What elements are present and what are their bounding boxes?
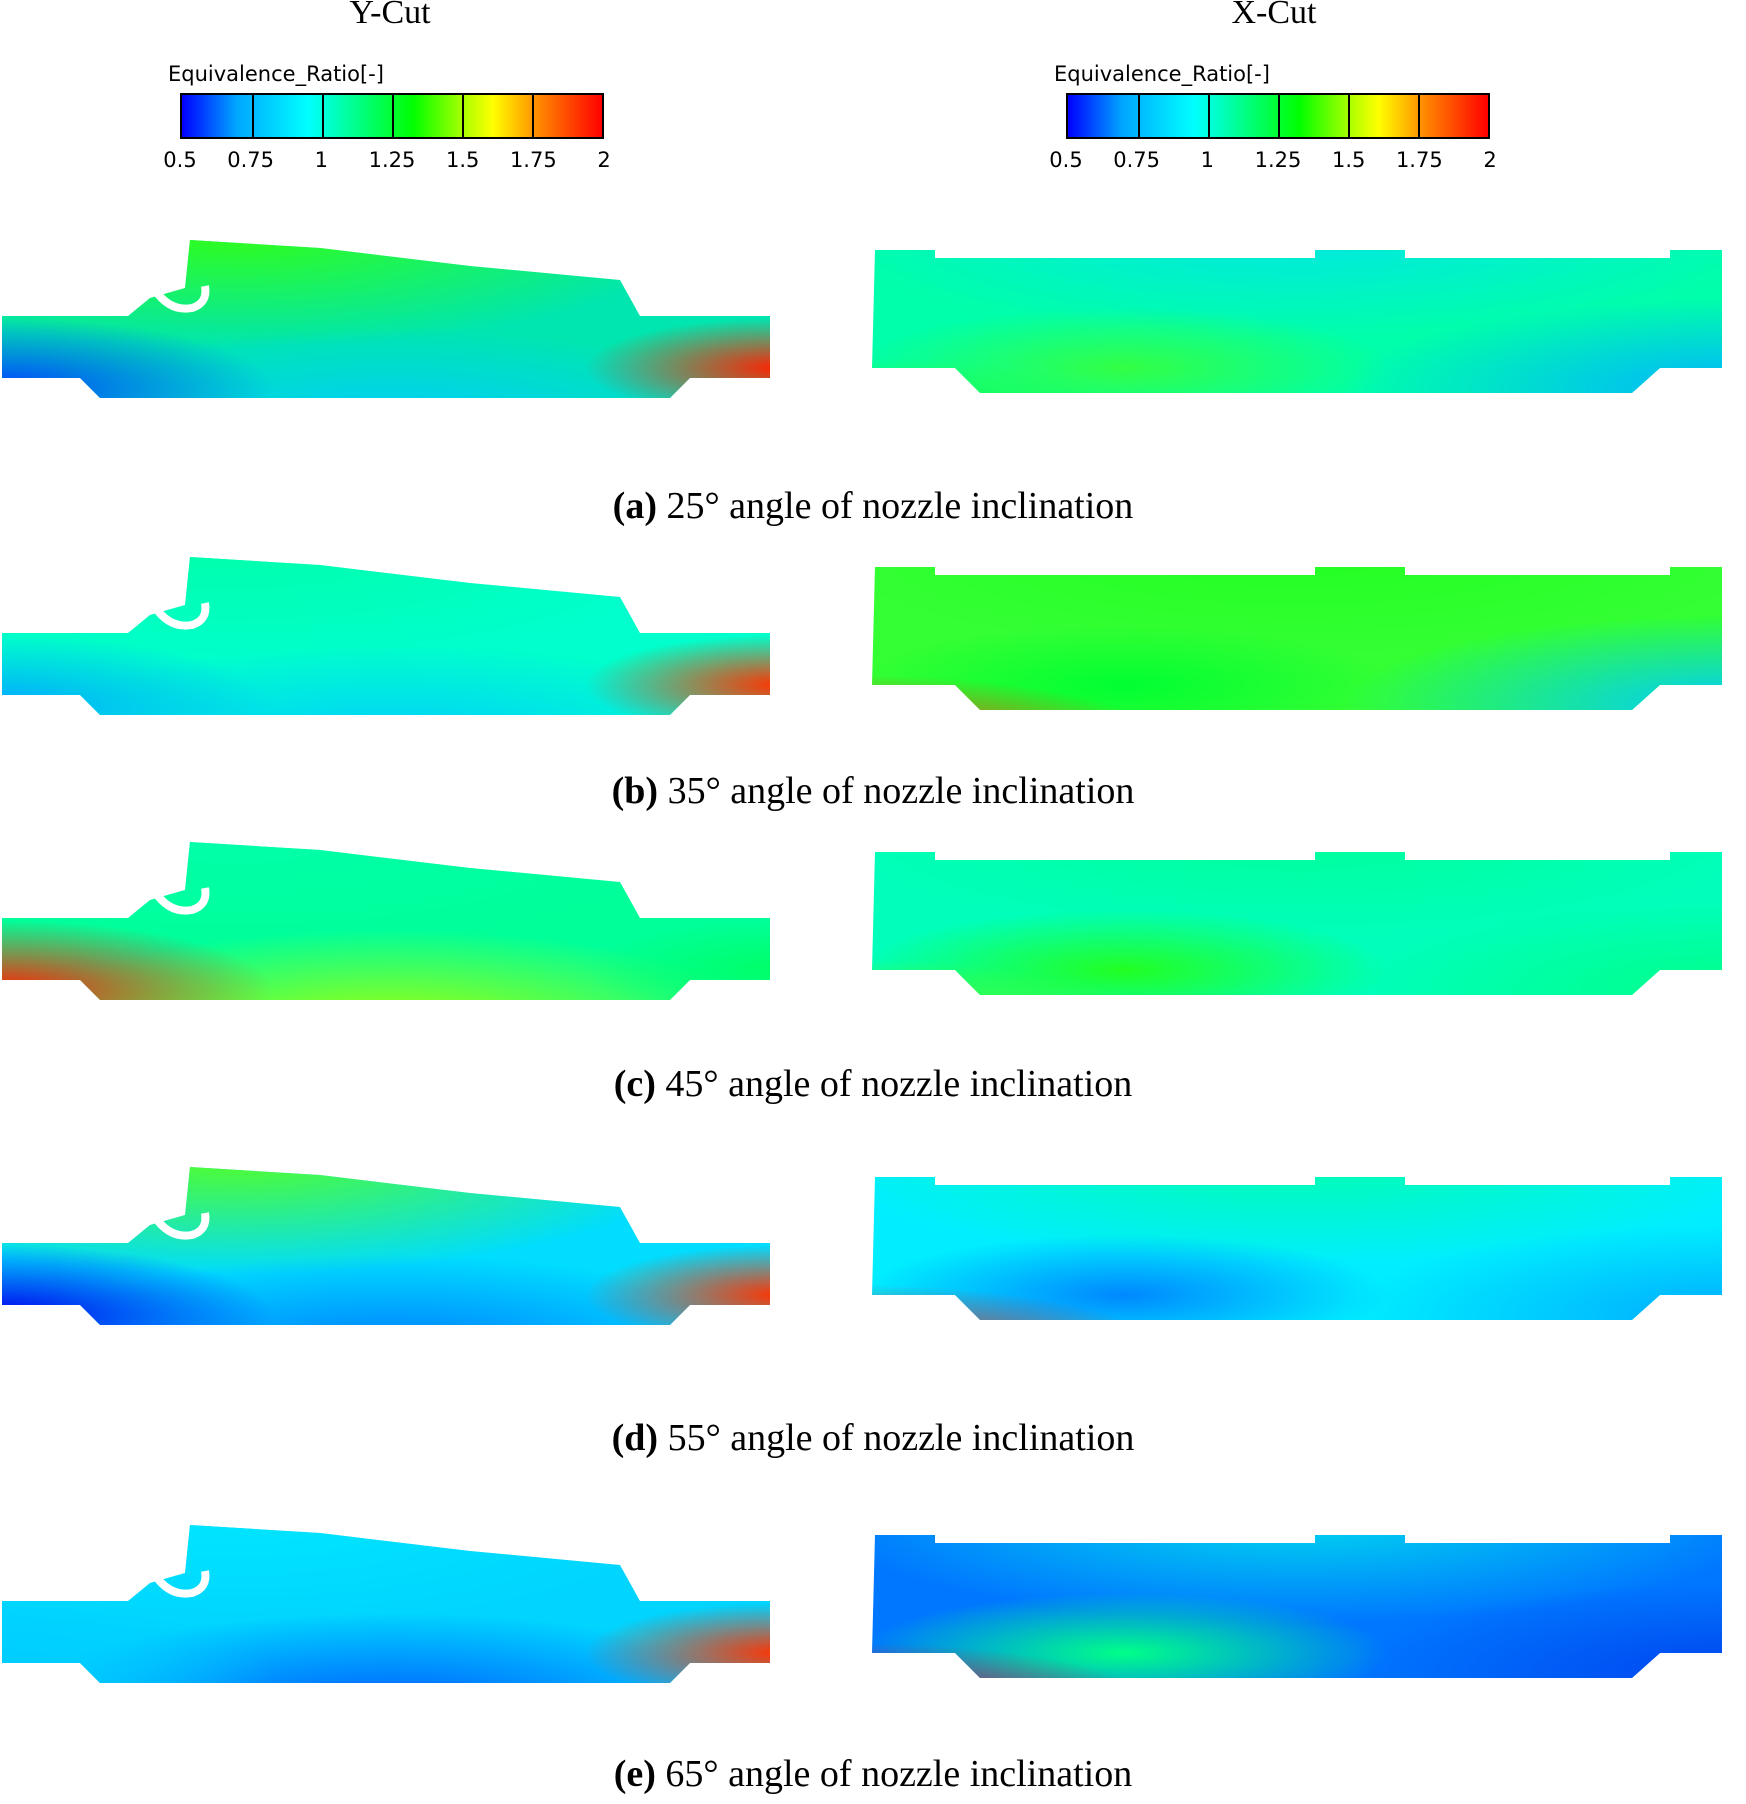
nozzle-outline (151, 285, 210, 313)
nozzle-outline (151, 1570, 210, 1598)
legend-tick-label: 1.75 (509, 148, 557, 172)
contour-panel-a (2, 240, 1722, 398)
nozzle-outline (151, 1212, 210, 1240)
panel-caption-text: 45° angle of nozzle inclination (655, 1063, 1133, 1105)
legend-tick-line (462, 95, 464, 137)
legend-tick-line (1208, 95, 1210, 137)
ycut-contour (2, 842, 770, 1000)
legend-tick-line (322, 95, 324, 137)
panel-label: (b) (611, 770, 659, 812)
ycut-contour (2, 240, 770, 398)
legend-tick-label: 0.5 (1049, 148, 1083, 172)
panel-label: (d) (611, 1417, 659, 1459)
nozzle-outline (151, 602, 210, 630)
legend-colorbar (180, 93, 604, 139)
legend-tick-label: 2 (1483, 148, 1497, 172)
panel-caption: (a) 25° angle of nozzle inclination (0, 484, 1746, 528)
xcut-contour (872, 852, 1722, 995)
ycut-contour (2, 557, 770, 715)
legend-tick-label: 1 (314, 148, 329, 172)
legend-tick-line (392, 95, 394, 137)
contour-panel-d (2, 1167, 1722, 1325)
panel-caption: (e) 65° angle of nozzle inclination (0, 1752, 1746, 1796)
panel-caption-text: 25° angle of nozzle inclination (656, 485, 1134, 527)
legend-tick-label: 0.75 (227, 148, 275, 172)
panel-caption-text: 35° angle of nozzle inclination (658, 770, 1135, 812)
legend-tick-line (532, 95, 534, 137)
xcut-contour (872, 567, 1722, 710)
panel-caption: (b) 35° angle of nozzle inclination (0, 769, 1746, 813)
legend-tick-label: 2 (597, 148, 611, 172)
panel-caption-text: 65° angle of nozzle inclination (655, 1753, 1133, 1795)
contour-panel-e (2, 1525, 1722, 1683)
legend-tick-label: 1.25 (1254, 148, 1302, 172)
legend-tick-line (1138, 95, 1140, 137)
legend-tick-label: 1.5 (445, 148, 480, 172)
panel-label: (a) (612, 485, 657, 527)
xcut-contour (872, 1177, 1722, 1320)
legend-title: Equivalence_Ratio[-] (168, 62, 384, 86)
ycut-contour (2, 1525, 770, 1683)
nozzle-outline (151, 887, 210, 915)
legend-tick-line (1348, 95, 1350, 137)
legend-tick-line (1418, 95, 1420, 137)
panel-caption: (c) 45° angle of nozzle inclination (0, 1062, 1746, 1106)
xcut-contour (872, 1535, 1722, 1678)
legend-ycut: Equivalence_Ratio[-] 0.5 0.75 1 1.25 1.5 1.75… (163, 60, 648, 180)
panel-caption-text: 55° angle of nozzle inclination (658, 1417, 1135, 1459)
panel-label: (e) (613, 1753, 656, 1795)
panel-caption: (d) 55° angle of nozzle inclination (0, 1416, 1746, 1460)
legend-tick-label: 1.75 (1395, 148, 1443, 172)
legend-tick-label: 0.75 (1113, 148, 1161, 172)
legend-colorbar (1066, 93, 1490, 139)
legend-tick-label: 1.5 (1331, 148, 1366, 172)
contour-panel-c (2, 842, 1722, 1000)
legend-tick-line (252, 95, 254, 137)
legend-tick-label: 1.25 (368, 148, 416, 172)
legend-title: Equivalence_Ratio[-] (1054, 62, 1270, 86)
legend-tick-label: 0.5 (163, 148, 197, 172)
ycut-contour (2, 1167, 770, 1325)
legend-tick-line (1278, 95, 1280, 137)
legend-tick-label: 1 (1200, 148, 1215, 172)
legend-xcut: Equivalence_Ratio[-] 0.5 0.75 1 1.25 1.5 1.75… (1049, 60, 1534, 180)
panel-label: (c) (613, 1063, 656, 1105)
column-title-ycut: Y-Cut (349, 0, 431, 31)
contour-panel-b (2, 557, 1722, 715)
column-title-xcut: X-Cut (1231, 0, 1317, 31)
xcut-contour (872, 250, 1722, 393)
